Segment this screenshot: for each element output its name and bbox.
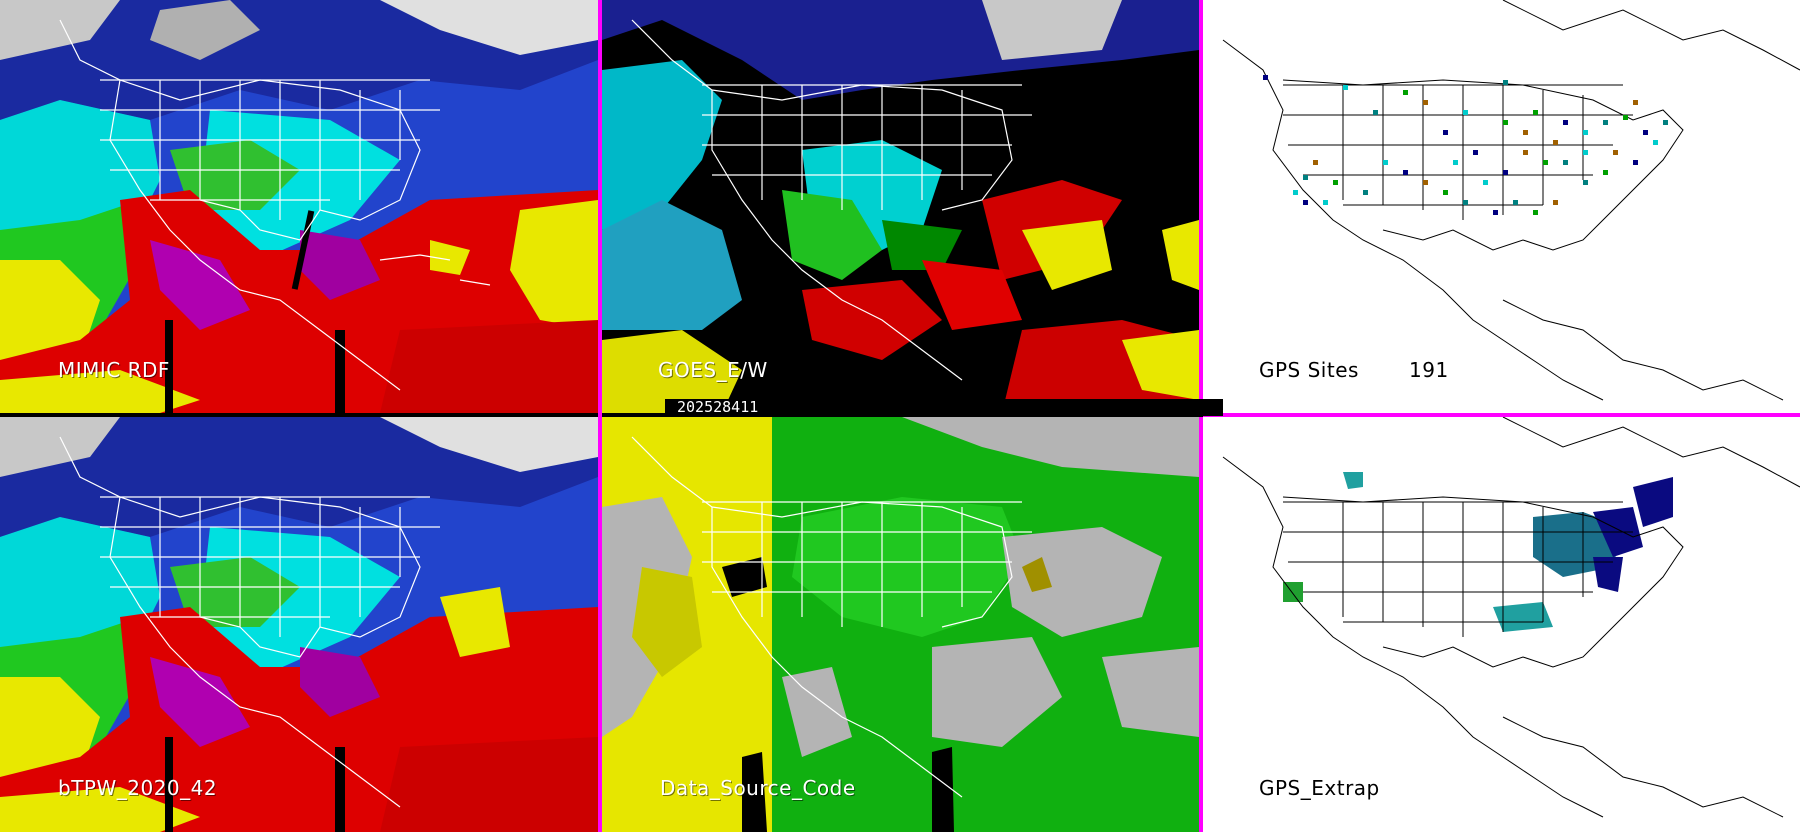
- gps-site-marker: [1323, 200, 1328, 205]
- gps-site-marker: [1463, 200, 1468, 205]
- gps-site-marker: [1483, 180, 1488, 185]
- gps-site-marker: [1553, 140, 1558, 145]
- gps-site-marker: [1313, 160, 1318, 165]
- gps-site-marker: [1653, 140, 1658, 145]
- panel-gps-sites: GPS Sites 191: [1203, 0, 1800, 413]
- gps-site-marker: [1503, 120, 1508, 125]
- gps-site-marker: [1613, 150, 1618, 155]
- gps-site-marker: [1373, 110, 1378, 115]
- tpw-field-map: [0, 0, 598, 413]
- gps-site-marker: [1303, 175, 1308, 180]
- divider-horizontal-left: [0, 413, 598, 417]
- gps-site-marker: [1443, 190, 1448, 195]
- panel-goes-ew: GOES_E/W: [602, 0, 1199, 413]
- gps-site-marker: [1263, 75, 1268, 80]
- data-source-map: [602, 417, 1199, 832]
- gps-site-marker: [1603, 170, 1608, 175]
- gps-site-marker: [1493, 210, 1498, 215]
- gps-site-marker: [1643, 130, 1648, 135]
- panel-data-source-code: Data_Source_Code: [602, 417, 1199, 832]
- panel-mimic-rdf: MIMIC RDF: [0, 0, 598, 413]
- panel-btpw: bTPW_2020_42: [0, 417, 598, 832]
- gps-site-marker: [1633, 100, 1638, 105]
- gps-site-marker: [1513, 200, 1518, 205]
- valid-time-label: 202528411: [665, 399, 1223, 416]
- gps-site-marker: [1423, 100, 1428, 105]
- gps-site-marker: [1633, 160, 1638, 165]
- gps-site-marker: [1463, 110, 1468, 115]
- gps-site-marker: [1503, 170, 1508, 175]
- gps-site-marker: [1543, 160, 1548, 165]
- gps-site-marker: [1403, 170, 1408, 175]
- gps-site-marker: [1333, 180, 1338, 185]
- panel-label: GPS Sites: [1259, 358, 1359, 382]
- gps-site-marker: [1363, 190, 1368, 195]
- gps-site-marker: [1563, 160, 1568, 165]
- gps-site-marker: [1423, 180, 1428, 185]
- divider-vertical-right: [1199, 0, 1203, 413]
- panel-label: MIMIC RDF: [58, 358, 170, 382]
- gps-site-marker: [1523, 130, 1528, 135]
- gps-site-marker: [1533, 110, 1538, 115]
- panel-label: GPS_Extrap: [1259, 776, 1380, 800]
- gps-site-markers: [1263, 75, 1668, 215]
- gps-site-marker: [1533, 210, 1538, 215]
- gps-site-marker: [1663, 120, 1668, 125]
- gps-site-marker: [1623, 115, 1628, 120]
- gps-site-marker: [1563, 120, 1568, 125]
- gps-site-marker: [1403, 90, 1408, 95]
- panel-label: bTPW_2020_42: [58, 776, 218, 800]
- gps-site-marker: [1343, 85, 1348, 90]
- gps-site-marker: [1473, 150, 1478, 155]
- gps-site-marker: [1453, 160, 1458, 165]
- gps-site-marker: [1443, 130, 1448, 135]
- site-count: 191: [1409, 358, 1449, 382]
- gps-site-marker: [1383, 160, 1388, 165]
- gps-site-marker: [1603, 120, 1608, 125]
- gps-sites-map: [1203, 0, 1800, 413]
- divider-vertical-right-lower: [1199, 417, 1203, 832]
- gps-site-marker: [1503, 80, 1508, 85]
- gps-site-marker: [1583, 150, 1588, 155]
- gps-extrap-map: [1203, 417, 1800, 832]
- blended-tpw-map: [0, 417, 598, 832]
- gps-site-marker: [1293, 190, 1298, 195]
- gps-site-marker: [1303, 200, 1308, 205]
- panel-gps-extrap: GPS_Extrap: [1203, 417, 1800, 832]
- gps-site-marker: [1583, 130, 1588, 135]
- gps-site-marker: [1523, 150, 1528, 155]
- gps-site-marker: [1583, 180, 1588, 185]
- divider-horizontal-right: [1203, 413, 1800, 417]
- goes-tpw-map: [602, 0, 1199, 413]
- panel-label: GOES_E/W: [658, 358, 768, 382]
- divider-vertical-left: [598, 0, 602, 832]
- gps-site-marker: [1553, 200, 1558, 205]
- panel-label: Data_Source_Code: [660, 776, 856, 800]
